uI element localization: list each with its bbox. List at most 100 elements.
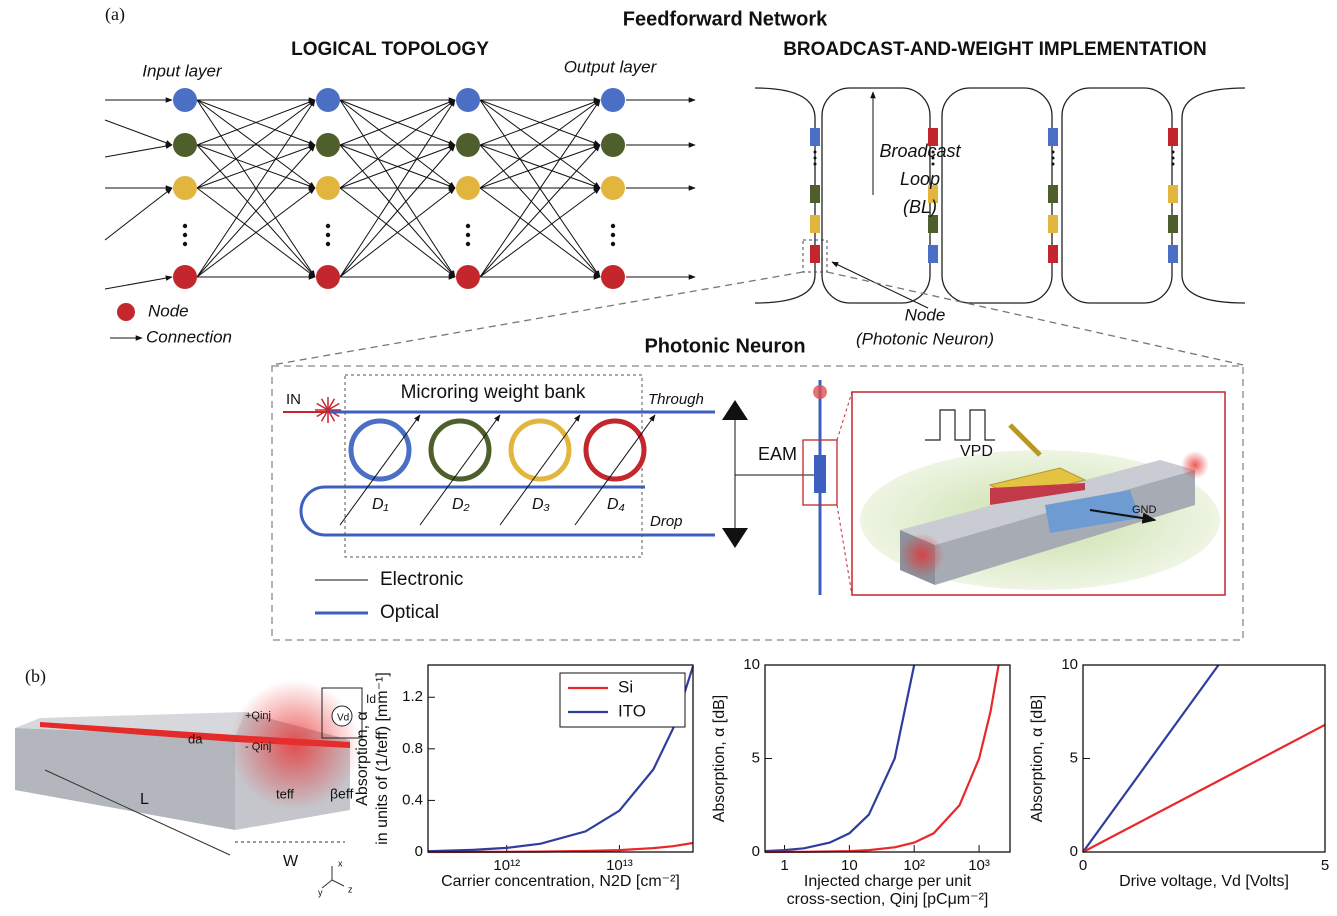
ellipsis-dot bbox=[326, 233, 330, 237]
ellipsis-dot bbox=[814, 163, 817, 166]
broadcast-loop bbox=[942, 88, 1052, 303]
x-axis-label: cross-section, Qinj [pCμm⁻²] bbox=[787, 891, 989, 908]
broadcast-loop bbox=[1062, 88, 1172, 303]
connector bbox=[832, 262, 928, 308]
legend-label: Si bbox=[618, 677, 633, 696]
label: Microring weight bank bbox=[401, 382, 586, 403]
ellipsis-dot bbox=[1052, 157, 1055, 160]
x-tick-label: 1 bbox=[780, 857, 788, 874]
label: Node bbox=[905, 305, 946, 324]
x-tick-label: 10³ bbox=[968, 857, 990, 874]
label: L bbox=[140, 791, 149, 808]
label: (a) bbox=[105, 4, 125, 25]
label: W bbox=[283, 853, 299, 870]
figure-title: Feedforward Network bbox=[623, 8, 828, 30]
ellipsis-dot bbox=[814, 157, 817, 160]
x-tick-label: 0 bbox=[1079, 857, 1087, 874]
label: D₄ bbox=[607, 496, 625, 513]
label: IN bbox=[286, 391, 301, 408]
x-axis-label: Injected charge per unit bbox=[804, 873, 972, 890]
y-axis-label: in units of (1/teff) [mm⁻¹] bbox=[374, 672, 391, 845]
node bbox=[173, 176, 197, 200]
node bbox=[601, 133, 625, 157]
x-tick-label: 5 bbox=[1321, 857, 1329, 874]
node bbox=[456, 88, 480, 112]
weight-segment bbox=[1048, 185, 1058, 203]
ellipsis-dot bbox=[466, 233, 470, 237]
node bbox=[316, 176, 340, 200]
legend-node bbox=[117, 303, 135, 321]
connector bbox=[105, 277, 172, 289]
ellipsis-dot bbox=[326, 242, 330, 246]
label: (b) bbox=[25, 666, 46, 687]
connector bbox=[105, 145, 172, 157]
node bbox=[456, 265, 480, 289]
data-line bbox=[1083, 665, 1219, 852]
ellipsis-dot bbox=[1172, 157, 1175, 160]
label: VPD bbox=[960, 443, 993, 460]
label: y bbox=[318, 887, 323, 897]
waveguide bbox=[755, 88, 815, 303]
y-tick-label: 1.2 bbox=[402, 688, 423, 705]
section-title: LOGICAL TOPOLOGY bbox=[291, 39, 489, 60]
label: x bbox=[338, 858, 343, 868]
label: Output layer bbox=[564, 57, 658, 76]
connector bbox=[837, 505, 852, 595]
y-tick-label: 0 bbox=[415, 843, 423, 860]
data-line bbox=[1083, 725, 1325, 852]
x-tick-label: 10² bbox=[903, 857, 925, 874]
label: D₃ bbox=[532, 496, 550, 513]
photodiode bbox=[722, 400, 748, 420]
label: (BL) bbox=[903, 197, 937, 217]
weight-segment bbox=[1168, 215, 1178, 233]
y-tick-label: 0 bbox=[752, 843, 760, 860]
x-tick-label: 10¹³ bbox=[606, 857, 633, 874]
y-axis-label: Absorption, α [dB] bbox=[711, 695, 728, 823]
label: da bbox=[188, 731, 203, 746]
y-tick-label: 0 bbox=[1070, 843, 1078, 860]
weight-segment bbox=[1048, 215, 1058, 233]
weight-segment bbox=[1048, 128, 1058, 146]
node bbox=[456, 133, 480, 157]
node bbox=[173, 88, 197, 112]
ellipsis-dot bbox=[183, 233, 187, 237]
weight-segment bbox=[1168, 128, 1178, 146]
label: Optical bbox=[380, 602, 439, 623]
eam bbox=[814, 455, 826, 493]
light-glow bbox=[1181, 451, 1209, 479]
plot-frame bbox=[1083, 665, 1325, 852]
connector bbox=[332, 880, 344, 886]
connector bbox=[837, 392, 852, 440]
node bbox=[316, 88, 340, 112]
label: βeff bbox=[330, 786, 353, 802]
photodiode bbox=[722, 528, 748, 548]
weight-segment bbox=[1048, 245, 1058, 263]
label: Vd bbox=[337, 713, 349, 724]
waveguide bbox=[1182, 88, 1245, 303]
y-tick-label: 10 bbox=[743, 656, 760, 673]
ellipsis-dot bbox=[1172, 163, 1175, 166]
label: +Qinj bbox=[245, 710, 271, 722]
ellipsis-dot bbox=[183, 224, 187, 228]
label: Loop bbox=[900, 169, 940, 189]
y-axis-label: Absorption, α bbox=[354, 711, 371, 806]
ellipsis-dot bbox=[183, 242, 187, 246]
ellipsis-dot bbox=[932, 163, 935, 166]
label: Electronic bbox=[380, 569, 463, 590]
node bbox=[173, 265, 197, 289]
node bbox=[173, 133, 197, 157]
y-tick-label: 5 bbox=[1070, 749, 1078, 766]
node bbox=[601, 176, 625, 200]
connector bbox=[322, 880, 332, 888]
weight-segment bbox=[928, 215, 938, 233]
section-title: BROADCAST-AND-WEIGHT IMPLEMENTATION bbox=[783, 39, 1207, 60]
node bbox=[456, 176, 480, 200]
label: D₁ bbox=[372, 496, 389, 513]
weight-segment bbox=[810, 245, 820, 263]
ellipsis-dot bbox=[326, 224, 330, 228]
y-tick-label: 0.4 bbox=[402, 791, 423, 808]
x-axis-label: Drive voltage, Vd [Volts] bbox=[1119, 873, 1289, 890]
label: Drop bbox=[650, 513, 683, 530]
data-line bbox=[765, 665, 914, 851]
label: Node bbox=[148, 301, 189, 320]
